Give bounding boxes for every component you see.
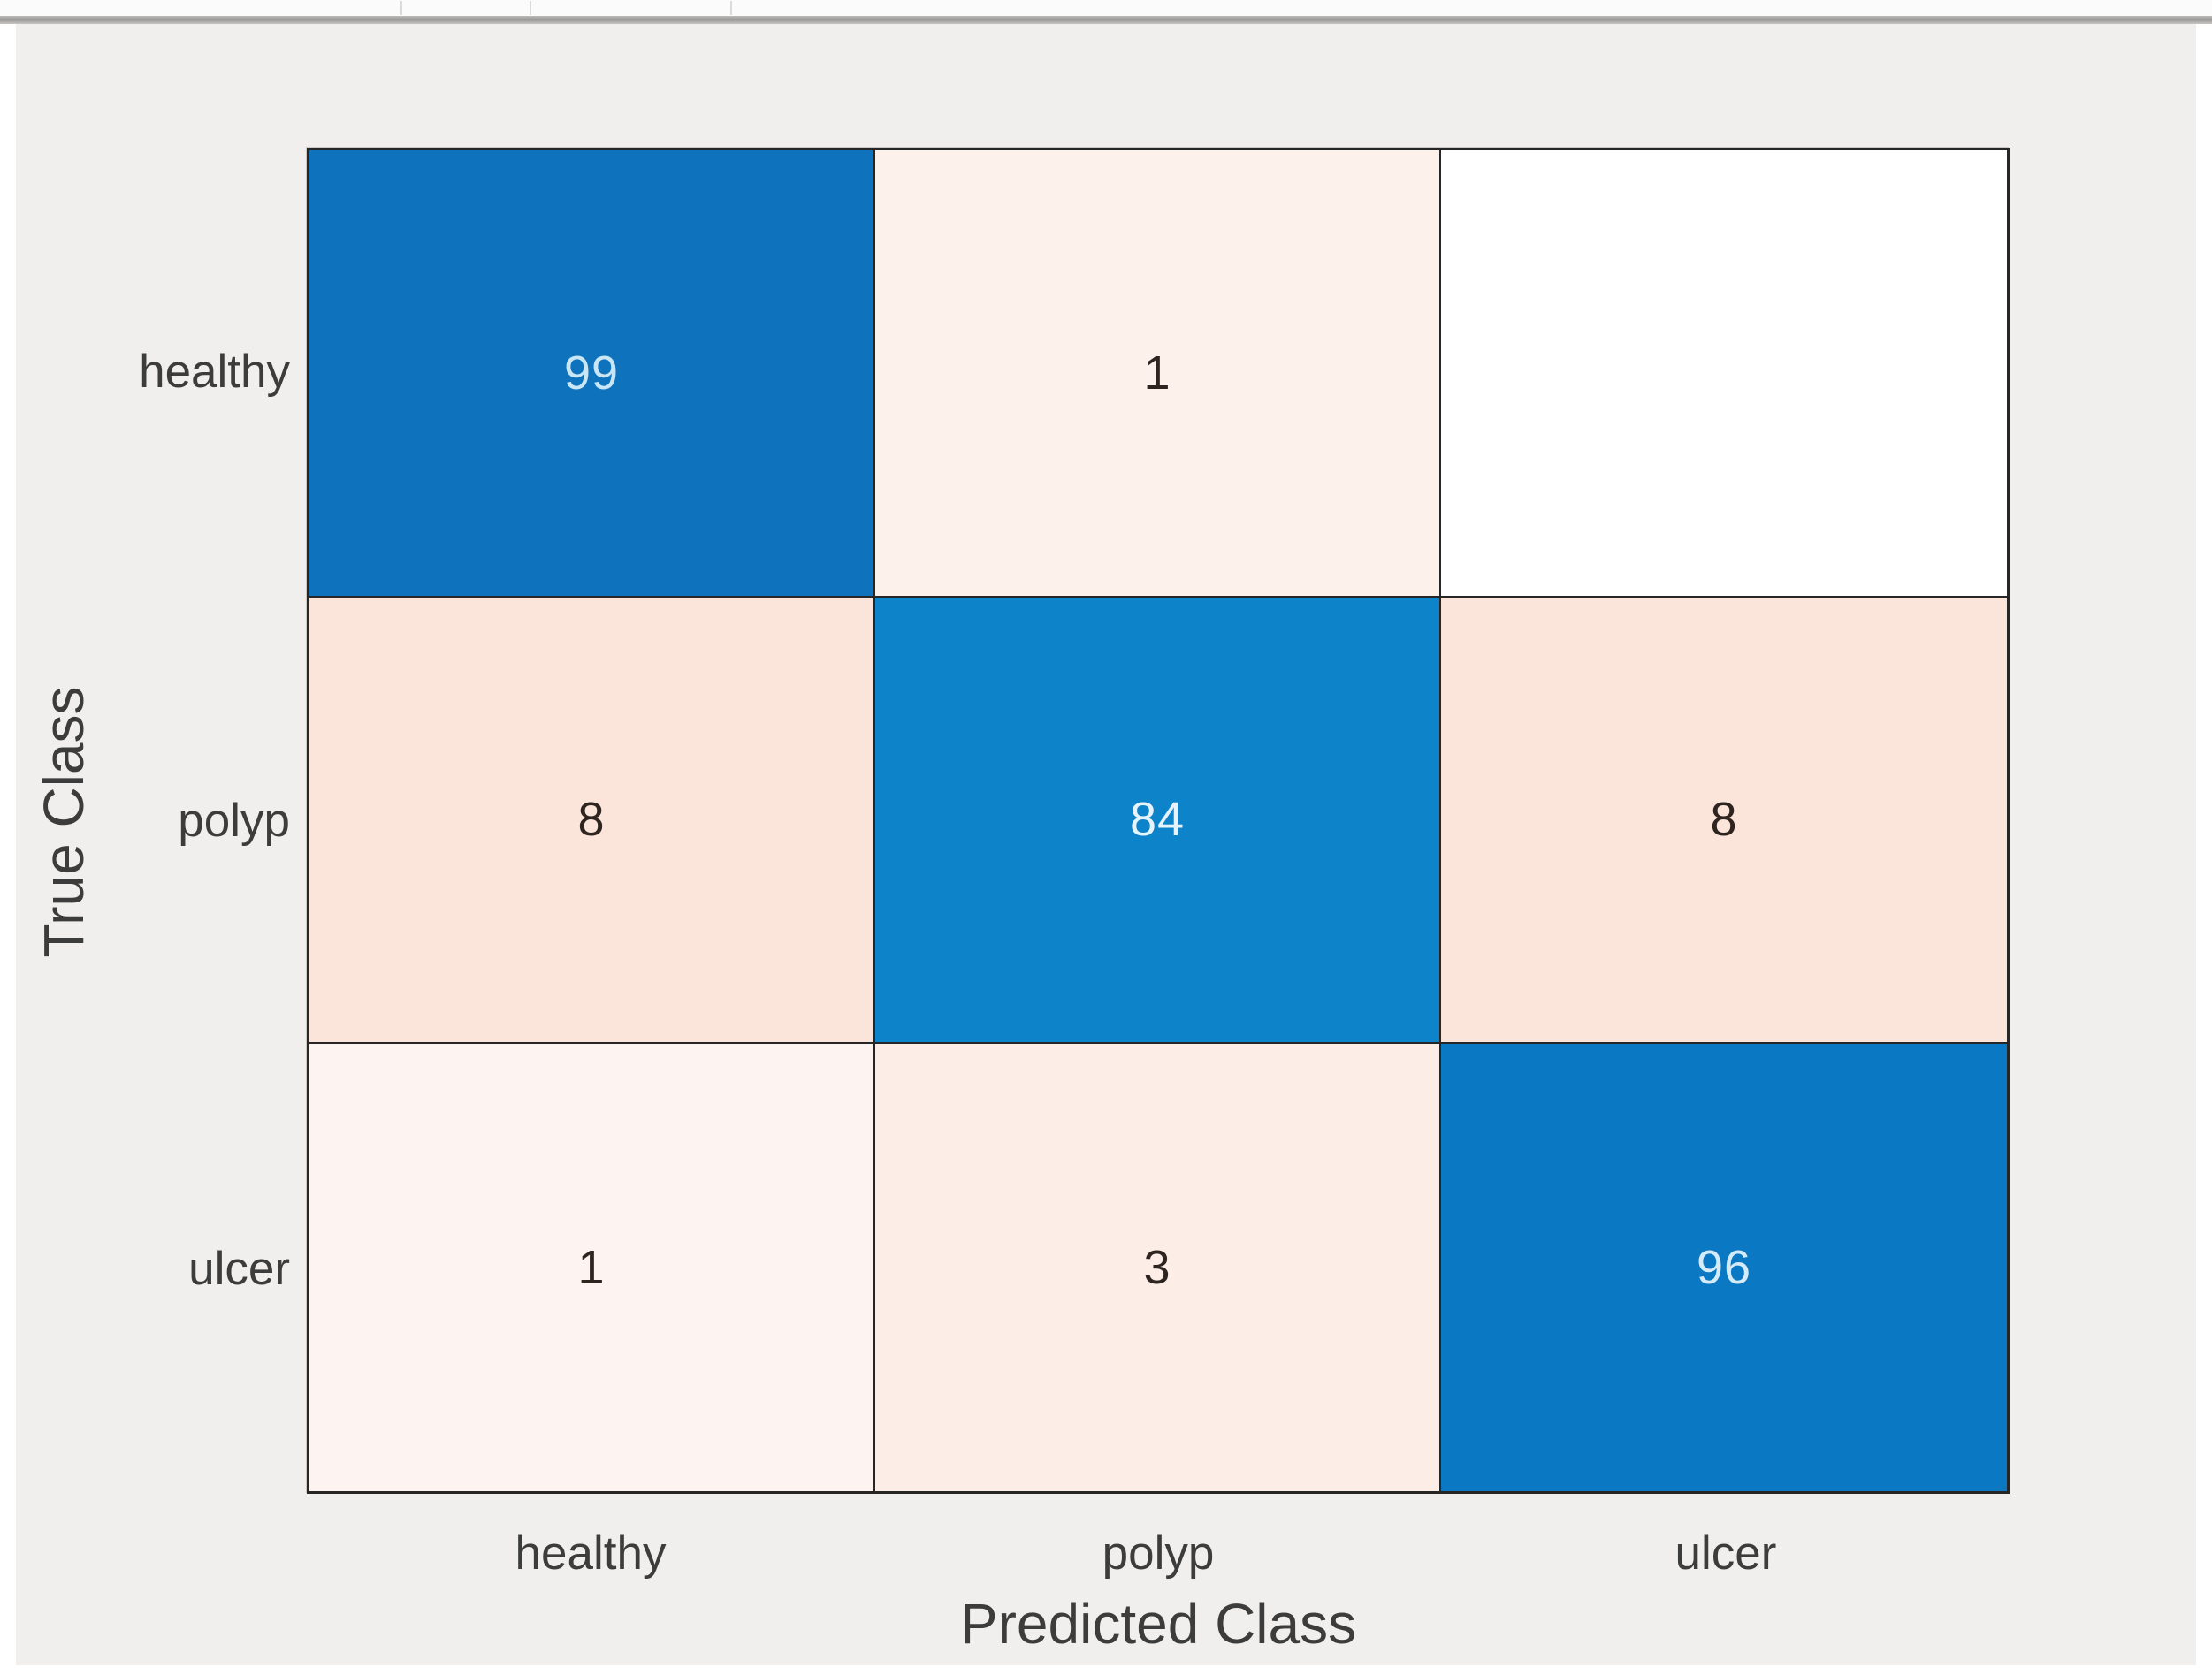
- x-tick-healthy: healthy: [515, 1527, 667, 1580]
- cell-true-ulcer-pred-polyp: 3: [875, 1044, 1441, 1491]
- cell-true-healthy-pred-polyp: 1: [875, 150, 1441, 598]
- cell-value: 99: [563, 346, 620, 400]
- cell-value: 8: [1710, 793, 1738, 847]
- cell-value: 96: [1696, 1241, 1752, 1295]
- y-tick-healthy: healthy: [139, 346, 290, 398]
- window-top-strip: [0, 0, 2212, 16]
- cell-value: 84: [1129, 793, 1186, 847]
- confusion-matrix: 99 1 8 84 8 1 3 96: [307, 148, 2010, 1494]
- cell-true-healthy-pred-ulcer: [1441, 150, 2007, 598]
- cell-true-ulcer-pred-ulcer: 96: [1441, 1044, 2007, 1491]
- cell-value: 1: [1143, 346, 1171, 400]
- y-tick-ulcer: ulcer: [188, 1243, 290, 1295]
- cell-true-polyp-pred-ulcer: 8: [1441, 597, 2007, 1045]
- cell-true-healthy-pred-healthy: 99: [309, 150, 875, 598]
- window-strip-divider: [400, 1, 402, 15]
- x-axis-title: Predicted Class: [959, 1592, 1357, 1656]
- cell-true-polyp-pred-healthy: 8: [309, 597, 875, 1045]
- cell-value: 3: [1143, 1241, 1171, 1295]
- window-strip-divider: [730, 1, 732, 15]
- cell-true-ulcer-pred-healthy: 1: [309, 1044, 875, 1491]
- x-tick-polyp: polyp: [1102, 1527, 1215, 1580]
- x-tick-ulcer: ulcer: [1674, 1527, 1777, 1580]
- window-divider-line: [0, 16, 2212, 24]
- window-strip-divider: [530, 1, 531, 15]
- cell-true-polyp-pred-polyp: 84: [875, 597, 1441, 1045]
- cell-value: 1: [577, 1241, 606, 1295]
- y-tick-polyp: polyp: [178, 795, 290, 847]
- cell-value: 8: [577, 793, 606, 847]
